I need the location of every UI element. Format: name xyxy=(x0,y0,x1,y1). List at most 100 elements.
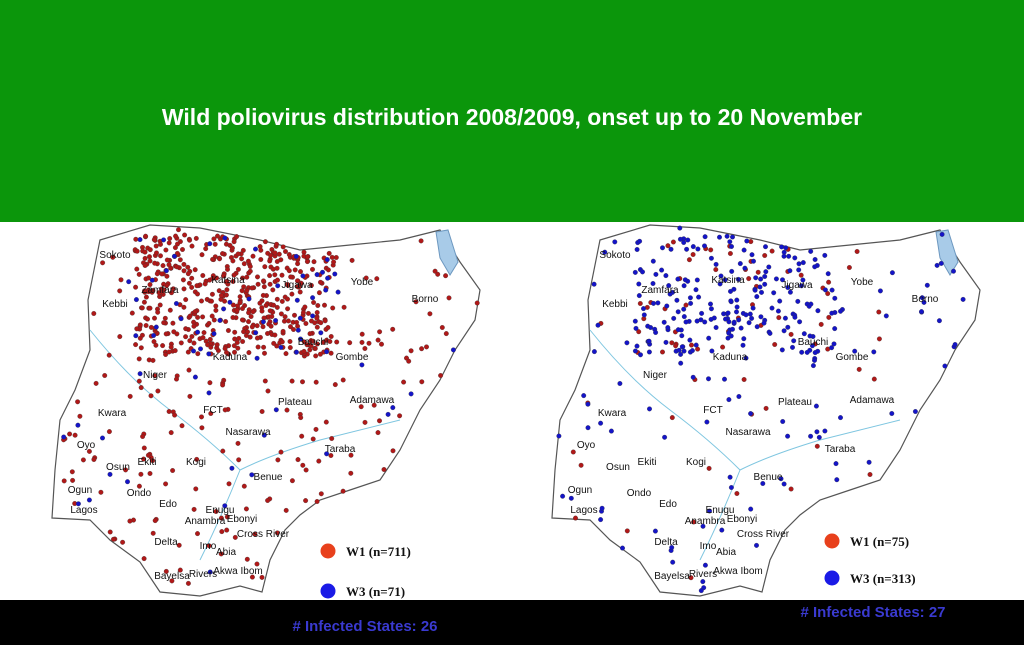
case-dot xyxy=(142,255,148,261)
case-dot xyxy=(236,457,242,463)
case-dot xyxy=(288,324,293,330)
case-dot xyxy=(749,252,755,258)
case-dot xyxy=(598,517,604,523)
case-dot xyxy=(323,419,329,425)
state-label: Katsina xyxy=(211,275,245,286)
case-dot xyxy=(734,309,739,315)
state-label: Akwa Ibom xyxy=(713,566,762,577)
case-dot xyxy=(153,243,159,249)
case-dot xyxy=(744,238,750,244)
case-dot xyxy=(694,277,700,283)
case-dot xyxy=(240,306,245,311)
case-dot xyxy=(195,329,201,335)
case-dot xyxy=(279,339,285,345)
state-label: Enugu xyxy=(706,505,735,516)
case-dot xyxy=(163,568,169,574)
case-dot xyxy=(151,339,157,345)
case-dot xyxy=(200,335,206,341)
case-dot xyxy=(762,253,768,258)
state-label: Anambra xyxy=(685,516,726,527)
case-dot xyxy=(866,459,872,465)
case-dot xyxy=(474,300,480,306)
case-dot xyxy=(257,300,263,306)
case-dot xyxy=(808,433,814,439)
case-dot xyxy=(332,271,338,277)
case-dot xyxy=(595,322,601,328)
case-dot xyxy=(117,334,123,340)
case-dot xyxy=(317,351,323,357)
case-dot xyxy=(301,348,307,354)
case-dot xyxy=(912,409,918,414)
case-dot xyxy=(679,333,685,339)
case-dot xyxy=(702,243,707,249)
case-dot xyxy=(207,380,213,386)
case-dot xyxy=(669,545,675,550)
case-dot xyxy=(156,290,162,296)
case-dot xyxy=(620,545,625,551)
state-label: Bauchi xyxy=(298,337,329,348)
state-label: Rivers xyxy=(689,569,717,580)
case-dot xyxy=(153,324,159,330)
case-dot xyxy=(366,340,372,346)
case-dot xyxy=(747,311,753,317)
case-dot xyxy=(261,344,267,350)
case-dot xyxy=(670,559,676,565)
legend-marker xyxy=(824,570,840,586)
case-dot xyxy=(833,461,839,467)
state-label: Osun xyxy=(106,462,130,473)
case-dot xyxy=(413,299,419,305)
state-label: Ogun xyxy=(568,485,592,496)
case-dot xyxy=(754,294,760,300)
case-dot xyxy=(924,282,930,288)
case-dot xyxy=(138,385,144,391)
header-band xyxy=(0,0,1024,222)
case-dot xyxy=(285,306,291,312)
case-dot xyxy=(272,250,278,256)
case-dot xyxy=(312,320,318,326)
case-dot xyxy=(75,501,81,507)
case-dot xyxy=(641,312,647,318)
case-dot xyxy=(295,457,301,463)
case-dot xyxy=(377,418,382,424)
case-dot xyxy=(829,287,835,293)
case-dot xyxy=(247,268,253,274)
case-dot xyxy=(320,269,325,275)
case-dot xyxy=(435,271,441,277)
case-dot xyxy=(267,273,273,279)
case-dot xyxy=(316,458,322,464)
case-dot xyxy=(775,308,781,314)
case-dot xyxy=(919,309,924,315)
case-dot xyxy=(223,319,229,324)
case-dot xyxy=(799,283,804,289)
case-dot xyxy=(136,483,142,489)
case-dot xyxy=(678,360,684,366)
case-dot xyxy=(249,285,255,291)
case-dot xyxy=(731,319,737,325)
case-dot xyxy=(741,336,747,342)
case-dot xyxy=(157,302,163,308)
case-dot xyxy=(788,486,794,492)
case-dot xyxy=(194,283,200,289)
case-dot xyxy=(139,305,145,311)
case-dot xyxy=(825,291,831,297)
case-dot xyxy=(397,413,403,419)
legend-marker xyxy=(824,533,840,549)
case-dot xyxy=(274,304,280,310)
case-dot xyxy=(98,489,104,495)
case-dot xyxy=(278,311,284,317)
case-dot xyxy=(934,262,940,268)
case-dot xyxy=(753,275,759,281)
case-dot xyxy=(189,334,195,339)
case-dot xyxy=(195,314,201,320)
state-label: Yobe xyxy=(351,277,374,288)
case-dot xyxy=(283,351,289,357)
case-dot xyxy=(260,292,266,298)
case-dot xyxy=(780,277,785,283)
case-dot xyxy=(195,531,200,537)
case-dot xyxy=(134,326,140,332)
state-label: Adamawa xyxy=(350,395,395,406)
case-dot xyxy=(140,434,146,439)
case-dot xyxy=(685,237,691,243)
state-label: Lagos xyxy=(70,505,97,516)
case-dot xyxy=(152,260,158,266)
